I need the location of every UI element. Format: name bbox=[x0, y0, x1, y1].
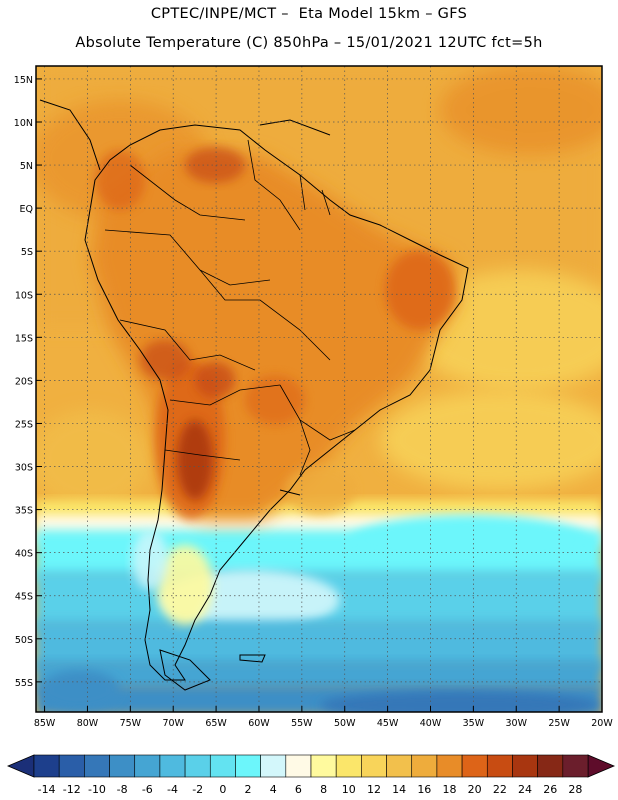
temperature-field bbox=[36, 66, 602, 712]
longitude-labels: 85W 80W 75W 70W 65W 60W 55W 50W 45W 40W 35W 30W 25W 2… bbox=[34, 706, 613, 729]
lon-label: 85W bbox=[34, 718, 56, 729]
colorbar-label: -12 bbox=[63, 783, 81, 796]
colorbar-swatch bbox=[134, 754, 161, 778]
colorbar-swatch bbox=[260, 754, 287, 778]
colorbar-swatch bbox=[411, 754, 438, 778]
colorbar-label: 12 bbox=[367, 783, 381, 796]
colorbar-label: 4 bbox=[270, 783, 277, 796]
lat-label: EQ bbox=[20, 204, 33, 215]
colorbar: -14 -12 -10 -8 -6 -4 -2 0 2 4 6 8 10 12 14 16 18 20 22 24 26… bbox=[6, 754, 616, 796]
colorbar-label: -2 bbox=[192, 783, 203, 796]
colorbar-swatch bbox=[285, 754, 312, 778]
colorbar-swatch bbox=[386, 754, 413, 778]
colorbar-label: 10 bbox=[342, 783, 356, 796]
colorbar-swatch bbox=[84, 754, 110, 778]
lon-label: 60W bbox=[248, 718, 270, 729]
colorbar-swatch bbox=[159, 754, 186, 778]
colorbar-label: -6 bbox=[142, 783, 153, 796]
lat-label: 50S bbox=[15, 635, 33, 646]
lat-label: 15S bbox=[15, 333, 33, 344]
colorbar-swatch bbox=[335, 754, 362, 778]
coastline bbox=[39, 99, 469, 691]
lat-label: 30S bbox=[15, 463, 33, 474]
colorbar-label: -14 bbox=[38, 783, 56, 796]
lat-label: 45S bbox=[15, 592, 33, 603]
lon-label: 30W bbox=[506, 718, 528, 729]
lat-label: 5N bbox=[20, 161, 33, 172]
colorbar-label: 2 bbox=[245, 783, 252, 796]
colorbar-swatch bbox=[33, 754, 60, 778]
lat-label: 35S bbox=[15, 506, 33, 517]
lon-label: 55W bbox=[291, 718, 313, 729]
colorbar-label: 22 bbox=[493, 783, 507, 796]
lon-label: 50W bbox=[334, 718, 356, 729]
colorbar-swatch bbox=[235, 754, 261, 778]
colorbar-swatch bbox=[310, 754, 337, 778]
lon-label: 80W bbox=[77, 718, 99, 729]
colorbar-label: 26 bbox=[543, 783, 557, 796]
lon-label: 70W bbox=[162, 718, 184, 729]
colorbar-label: 18 bbox=[443, 783, 457, 796]
colorbar-label: 16 bbox=[417, 783, 431, 796]
colorbar-swatch bbox=[461, 754, 488, 778]
colorbar-swatch bbox=[436, 754, 463, 778]
colorbar-swatch bbox=[109, 754, 136, 778]
colorbar-swatch bbox=[486, 754, 513, 778]
colorbar-under-arrow bbox=[6, 754, 35, 778]
colorbar-label: 20 bbox=[468, 783, 482, 796]
lon-label: 75W bbox=[120, 718, 142, 729]
colorbar-label: -8 bbox=[117, 783, 128, 796]
lon-label: 40W bbox=[420, 718, 442, 729]
colorbar-swatch bbox=[184, 754, 211, 778]
lon-label: 65W bbox=[205, 718, 227, 729]
colorbar-label: -4 bbox=[167, 783, 178, 796]
lat-label: 55S bbox=[15, 678, 33, 689]
colorbar-label: 0 bbox=[219, 783, 226, 796]
colorbar-label: 28 bbox=[568, 783, 582, 796]
lat-label: 10S bbox=[15, 290, 33, 301]
title-line-2: Absolute Temperature (C) 850hPa – 15/01/… bbox=[75, 35, 543, 51]
lat-label: 5S bbox=[21, 247, 33, 258]
lat-label: 15N bbox=[14, 75, 33, 86]
map-frame bbox=[35, 65, 603, 713]
colorbar-label: 14 bbox=[392, 783, 406, 796]
colorbar-swatch bbox=[512, 754, 538, 778]
country-borders bbox=[104, 139, 356, 476]
colorbar-swatch bbox=[209, 754, 236, 778]
latitude-labels: 15N 10N 5N EQ 5S 10S 15S 20S 25S 30S 35S 40S 45S 50S 5… bbox=[14, 75, 42, 689]
title-line-1: CPTEC/INPE/MCT – Eta Model 15km – GFS bbox=[150, 6, 468, 22]
colorbar-label: 6 bbox=[295, 783, 302, 796]
south-america-coastline bbox=[84, 124, 469, 681]
lat-label: 25S bbox=[15, 419, 33, 430]
lon-label: 20W bbox=[591, 718, 613, 729]
colorbar-swatch bbox=[58, 754, 85, 778]
colorbar-swatch bbox=[562, 754, 589, 778]
lon-label: 25W bbox=[548, 718, 570, 729]
colorbar-label: -10 bbox=[88, 783, 106, 796]
lat-label: 20S bbox=[15, 376, 33, 387]
lat-label: 40S bbox=[15, 549, 33, 560]
lon-label: 45W bbox=[377, 718, 399, 729]
lon-label: 35W bbox=[463, 718, 485, 729]
colorbar-label: 8 bbox=[320, 783, 327, 796]
colorbar-label: 24 bbox=[518, 783, 532, 796]
lat-label: 10N bbox=[14, 118, 33, 129]
colorbar-over-arrow bbox=[587, 754, 616, 778]
colorbar-swatch bbox=[537, 754, 564, 778]
colorbar-swatch bbox=[361, 754, 387, 778]
